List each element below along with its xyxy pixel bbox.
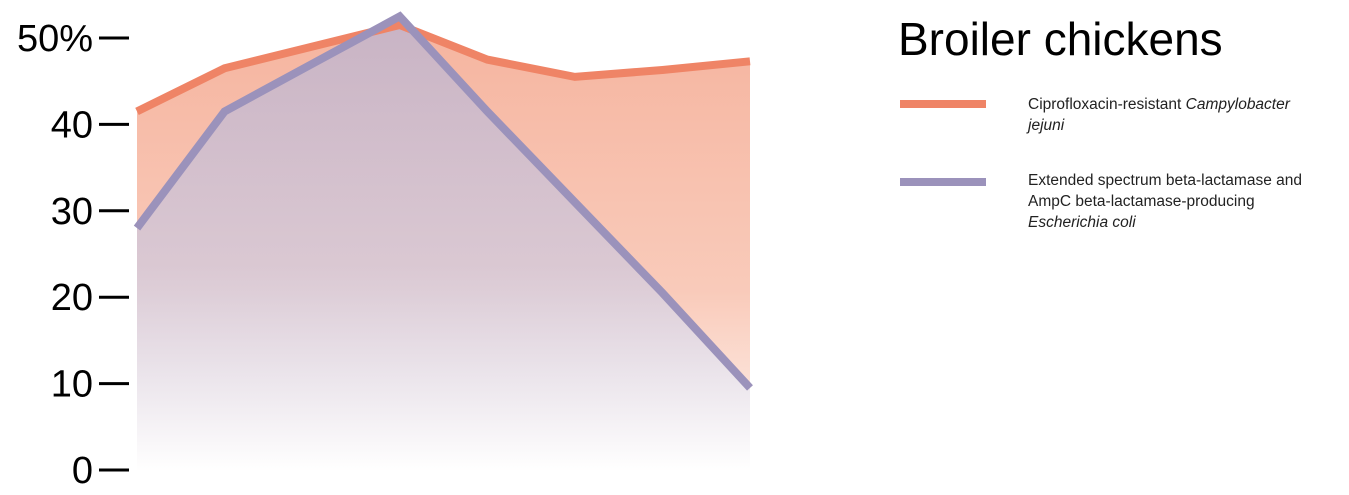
series-line-0 [135, 20, 751, 116]
y-tick-label: 40 [51, 104, 93, 146]
legend-label-species: Campylobacter jejuni [1028, 96, 1290, 134]
chart-lines [133, 11, 753, 391]
legend-label-text: Ciprofloxacin-resistant [1028, 96, 1182, 113]
y-tick-label: 50% [17, 18, 93, 60]
series-area-1 [137, 16, 750, 471]
y-tick-label: 20 [51, 277, 93, 319]
y-axis: 0 10 20 30 40 50% [17, 18, 129, 492]
chart-areas [137, 16, 750, 471]
chart-title: Broiler chickens [898, 13, 1223, 65]
legend-label-species: Escherichia coli [1028, 214, 1136, 231]
series-line-1 [133, 11, 753, 391]
legend-label-campylobacter: Ciprofloxacin-resistant Campylobacter je… [1028, 94, 1328, 136]
legend-swatch-campylobacter [900, 100, 986, 108]
legend-swatch-ecoli [900, 178, 986, 186]
y-tick-label: 10 [51, 364, 93, 406]
legend-label-text: Extended spectrum beta-lactamase and Amp… [1028, 172, 1302, 210]
legend-label-ecoli: Extended spectrum beta-lactamase and Amp… [1028, 170, 1328, 233]
y-tick-label: 30 [51, 191, 93, 233]
y-tick-label: 0 [72, 450, 93, 492]
